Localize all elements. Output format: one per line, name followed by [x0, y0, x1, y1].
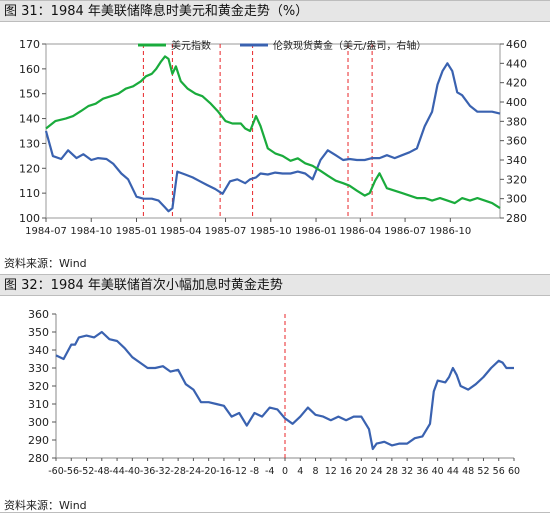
y-left-tick-label: 130 [19, 137, 40, 150]
x-tick-label: -4 [265, 466, 274, 477]
y-tick-label: 360 [28, 308, 49, 321]
x-tick-label: 1985-07 [205, 226, 247, 237]
x-tick-label: -56 [64, 466, 80, 477]
y-left-tick-label: 140 [19, 113, 40, 126]
y-right-tick-label: 340 [506, 154, 527, 167]
chart-31-series-blue [44, 62, 501, 213]
x-tick-label: 1986-10 [429, 226, 471, 237]
chart-31: 100 110 120 130 140 150 160 170 280 300 320 340 360… [19, 38, 527, 237]
x-tick-label: 0 [282, 466, 288, 477]
legend-label-gold: 伦敦现货黄金（美元/盎司，右轴） [273, 39, 426, 52]
x-tick-label: -32 [155, 466, 171, 477]
x-tick-label: 20 [355, 466, 367, 477]
x-tick-label: 1986-07 [384, 226, 426, 237]
y-left-tick-label: 120 [19, 162, 40, 175]
x-tick-label: 32 [401, 466, 413, 477]
chart-32-y-axis: 280 290 300 310 320 330 340 350 360 [28, 308, 56, 465]
x-tick-label: 8 [313, 466, 319, 477]
x-tick-label: -44 [109, 466, 125, 477]
y-right-tick-label: 440 [506, 57, 527, 70]
x-tick-label: -52 [79, 466, 95, 477]
y-left-tick-label: 170 [19, 38, 40, 51]
x-tick-label: 52 [477, 466, 489, 477]
x-tick-label: 1986-04 [339, 226, 381, 237]
y-tick-label: 290 [28, 434, 49, 447]
series-line [45, 55, 501, 210]
series-line [44, 62, 501, 213]
figure-31-title: 图 31：1984 年美联储降息时美元和黄金走势（%） [0, 0, 550, 22]
x-tick-label: -60 [48, 466, 64, 477]
x-tick-label: -28 [170, 466, 186, 477]
figure-32-title: 图 32：1984 年美联储首次小幅加息时黄金走势 [0, 274, 550, 296]
x-tick-label: 56 [493, 466, 505, 477]
y-left-tick-label: 160 [19, 63, 40, 76]
x-tick-label: 28 [386, 466, 398, 477]
x-tick-label: 44 [447, 466, 459, 477]
chart-31-left-axis: 100 110 120 130 140 150 160 170 [19, 38, 46, 225]
x-tick-label: 24 [371, 466, 383, 477]
x-tick-label: -48 [94, 466, 110, 477]
chart-31-series-green [45, 55, 501, 210]
y-tick-label: 320 [28, 380, 49, 393]
x-tick-label: -16 [216, 466, 232, 477]
legend-label-usd-index: 美元指数 [171, 39, 211, 52]
y-left-tick-label: 100 [19, 212, 40, 225]
x-tick-label: 1984-10 [70, 226, 112, 237]
chart-31-right-axis: 280 300 320 340 360 380 400 420 440 460 [500, 38, 527, 225]
y-right-tick-label: 280 [506, 212, 527, 225]
y-tick-label: 330 [28, 362, 49, 375]
chart-31-legend: 美元指数 伦敦现货黄金（美元/盎司，右轴） [138, 39, 426, 52]
x-tick-label: 36 [416, 466, 428, 477]
y-tick-label: 310 [28, 398, 49, 411]
x-tick-label: -12 [231, 466, 247, 477]
x-tick-label: 12 [325, 466, 337, 477]
x-tick-label: -40 [125, 466, 141, 477]
x-tick-label: -8 [250, 466, 259, 477]
chart-31-x-axis: 1984-07 1984-10 1985-01 1985-04 1985-07 1985-… [25, 218, 471, 237]
y-right-tick-label: 400 [506, 96, 527, 109]
chart-32-series-gold [55, 330, 514, 451]
x-tick-label: 48 [462, 466, 474, 477]
chart-32-x-axis: -60 -56 -52 -48 -44 -40 -36 -32 -28 -24 -20 -16 -12-… [48, 458, 520, 477]
x-tick-label: 1985-01 [116, 226, 158, 237]
y-tick-label: 350 [28, 326, 49, 339]
x-tick-label: 4 [297, 466, 303, 477]
y-tick-label: 280 [28, 452, 49, 465]
x-tick-label: -20 [201, 466, 217, 477]
x-tick-label: -24 [186, 466, 202, 477]
x-tick-label: 40 [432, 466, 444, 477]
y-tick-label: 300 [28, 416, 49, 429]
y-right-tick-label: 460 [506, 38, 527, 51]
x-tick-label: 1984-07 [25, 226, 67, 237]
y-right-tick-label: 300 [506, 193, 527, 206]
y-left-tick-label: 110 [19, 187, 40, 200]
figure-31-source: 资料来源：Wind [4, 257, 87, 270]
y-right-tick-label: 320 [506, 173, 527, 186]
y-right-tick-label: 420 [506, 77, 527, 90]
x-tick-label: 60 [508, 466, 520, 477]
plot-border [45, 43, 501, 219]
x-tick-label: 1985-04 [160, 226, 202, 237]
x-tick-label: 1986-01 [295, 226, 337, 237]
x-tick-label: 16 [340, 466, 352, 477]
y-tick-label: 340 [28, 344, 49, 357]
bottom-rule [0, 512, 550, 513]
y-right-tick-label: 360 [506, 135, 527, 148]
x-tick-label: -36 [140, 466, 156, 477]
y-left-tick-label: 150 [19, 88, 40, 101]
x-tick-label: 1985-10 [250, 226, 292, 237]
figure-32-source: 资料来源：Wind [4, 499, 87, 512]
chart-31-frame [45, 43, 501, 219]
y-right-tick-label: 380 [506, 115, 527, 128]
series-line [55, 330, 514, 451]
